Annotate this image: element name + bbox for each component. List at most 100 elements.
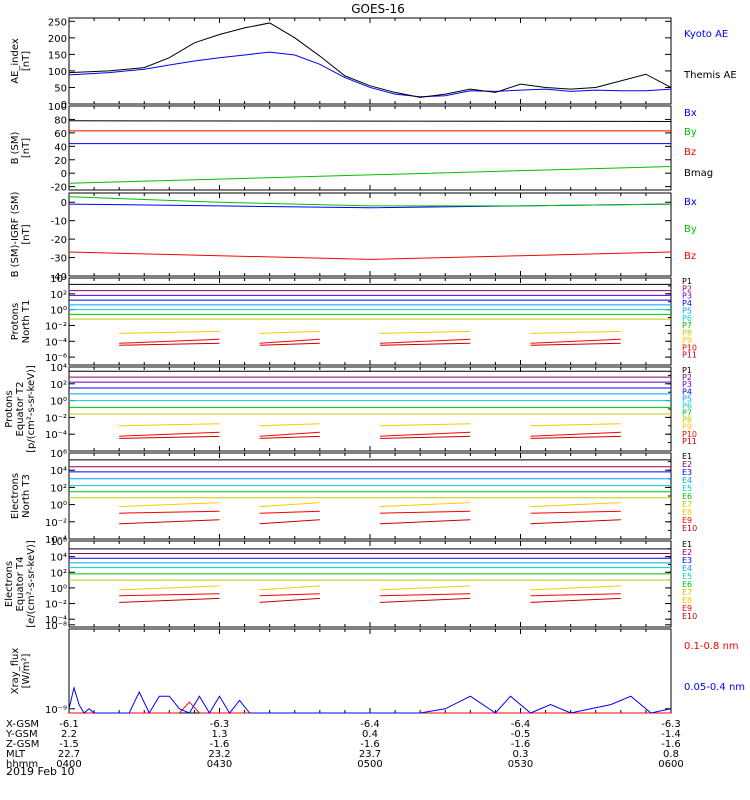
panel-xray: 10⁻⁸ 10⁻⁹ Xray_flux [W/m²] 0.1-0.8 nm 0.05-0.… [10, 621, 745, 716]
legend-entry: By [684, 127, 697, 138]
channel-trace [259, 585, 320, 591]
channel-trace [530, 342, 621, 346]
channel-trace [119, 597, 220, 603]
footer-value: 2.2 [61, 729, 77, 740]
footer-value: 23.2 [208, 749, 230, 760]
footer-value: 0.4 [362, 729, 378, 740]
y-tick-label: 10⁻² [45, 321, 67, 332]
channel-trace [259, 423, 320, 427]
footer-value: 0400 [56, 759, 81, 770]
channel-trace [119, 338, 220, 344]
channel-trace [259, 593, 320, 597]
y-tick-label: 150 [48, 50, 67, 61]
footer-value: -6.3 [661, 719, 681, 730]
series-line [68, 165, 672, 184]
panel-frame [68, 452, 672, 540]
channel-trace [380, 342, 471, 346]
channel-legend: E8 [682, 596, 692, 605]
legend-entry: By [684, 224, 697, 235]
footer-value: -1.6 [511, 739, 531, 750]
legend-entry: Bz [684, 147, 696, 158]
y-tick-label: 10⁰ [50, 501, 67, 512]
channel-trace [530, 423, 621, 427]
channel-legend: E7 [682, 500, 692, 509]
ephemeris-footer: X-GSM -6.1 -6.3 -6.4 -6.4 -6.3Y-GSM 2.2 1.3 0.4-… [5, 719, 684, 770]
channel-trace [530, 597, 621, 603]
channel-trace [380, 423, 471, 427]
y-axis-label: [W/m²] [21, 653, 32, 688]
y-tick-label: 10⁻² [45, 600, 67, 611]
channel-trace [259, 519, 320, 525]
channel-trace [119, 342, 220, 346]
channel-legend: P2 [682, 373, 692, 382]
y-tick-label: 10⁻⁹ [45, 705, 67, 716]
channel-trace [119, 330, 220, 334]
footer-value: 0500 [357, 759, 382, 770]
y-tick-label: 200 [48, 34, 67, 45]
channel-legend: P7 [682, 321, 692, 330]
channel-legend: E10 [682, 524, 697, 533]
channel-legend: E6 [682, 492, 692, 501]
footer-row-label: Z-GSM [6, 739, 39, 750]
y-tick-label: 10⁻⁴ [45, 535, 67, 546]
y-axis-label: Protons [10, 303, 21, 340]
y-tick-label: -20 [51, 235, 67, 246]
footer-value: -6.4 [511, 719, 531, 730]
channel-trace [380, 597, 471, 603]
channel-trace [119, 593, 220, 597]
y-tick-label: 0 [61, 169, 67, 180]
channel-trace [530, 338, 621, 344]
y-tick-label: 100 [48, 67, 67, 78]
footer-value: -6.1 [59, 719, 79, 730]
legend-entry: Bz [684, 251, 696, 262]
y-tick-label: 10⁶ [50, 537, 67, 548]
y-axis-label: B (SM)-IGRF (SM) [10, 192, 21, 278]
channel-trace [530, 502, 621, 508]
channel-trace [119, 423, 220, 427]
channel-trace [530, 435, 621, 439]
channel-legend: P9 [682, 336, 692, 345]
channel-trace [380, 338, 471, 344]
footer-value: 23.7 [359, 749, 381, 760]
channel-trace [119, 519, 220, 525]
y-tick-label: 10⁴ [50, 274, 67, 285]
y-axis-label: [nT] [21, 51, 32, 71]
panel-frame [68, 105, 672, 191]
y-axis-label: Equator T4 [15, 557, 26, 612]
y-tick-label: -40 [51, 272, 67, 283]
channel-legend: P4 [682, 387, 692, 396]
y-tick-label: 10² [50, 290, 67, 301]
channel-legend: E9 [682, 604, 692, 613]
y-axis-label: North T3 [21, 474, 32, 518]
channel-trace [530, 593, 621, 597]
footer-row-label: hhmm [6, 759, 38, 770]
y-axis-label: [nT] [21, 138, 32, 158]
y-tick-label: 10⁶ [50, 449, 67, 460]
channel-legend: E6 [682, 580, 692, 589]
channel-trace [380, 585, 471, 591]
y-tick-label: 10² [50, 568, 67, 579]
channel-legend: P10 [682, 343, 697, 352]
channel-trace [380, 510, 471, 514]
channel-legend: E5 [682, 484, 692, 493]
footer-value: 0.3 [513, 749, 529, 760]
y-axis-label: B (SM) [10, 131, 21, 164]
y-tick-label: 10⁻² [45, 518, 67, 529]
panel-electrons-t4: 10⁶ 10⁴ 10² 10⁰ 10⁻² 10⁻⁴ Electrons Equator T4[… [4, 537, 697, 628]
y-axis-label: Electrons [10, 473, 21, 519]
footer-row-label: MLT [6, 749, 26, 760]
series-line [68, 196, 672, 207]
y-tick-label: 10⁻⁶ [45, 353, 67, 364]
y-tick-label: 10⁻⁴ [45, 430, 67, 441]
y-tick-label: -30 [51, 254, 67, 265]
channel-trace [259, 502, 320, 508]
channel-legend: P3 [682, 380, 692, 389]
y-tick-label: 10² [50, 380, 67, 391]
y-axis-label: [e/(cm²-s-sr-keV)] [26, 540, 37, 628]
footer-value: -1.6 [360, 739, 380, 750]
legend-entry: 0.05-0.4 nm [684, 682, 745, 693]
channel-trace [259, 431, 320, 437]
